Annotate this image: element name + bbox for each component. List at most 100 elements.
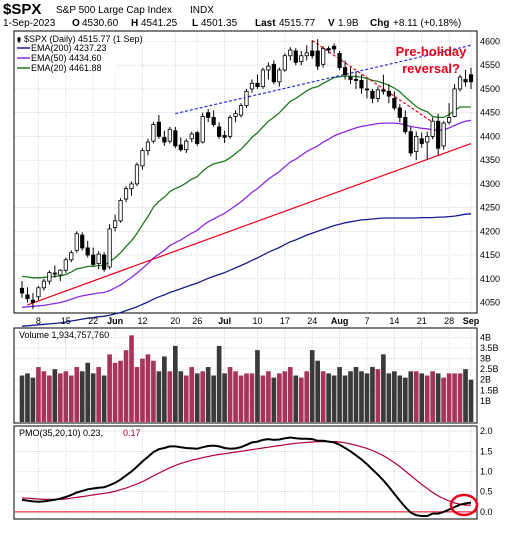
candle-body (222, 135, 227, 138)
price-gridlines (15, 32, 476, 312)
candle-body (123, 188, 129, 200)
volume-bar (320, 371, 326, 422)
volume-bar (162, 356, 167, 422)
volume-bar (468, 379, 474, 422)
candle-body (63, 259, 68, 271)
chart-instrument-name: S&P 500 Large Cap Index (56, 5, 172, 16)
ema20-line (21, 75, 471, 279)
candle-body (348, 76, 353, 80)
candle-body (430, 120, 435, 137)
chart-exchange: INDX (190, 5, 214, 16)
candle-body (359, 80, 364, 89)
ema200-legend-label: EMA(200) 4237.23 (31, 43, 107, 53)
pmo-tick-label: 0.5 (480, 487, 493, 497)
annotation-line-2: reversal? (402, 61, 460, 76)
candle-body (200, 116, 205, 143)
candle-body (260, 69, 266, 87)
price-tick-label: 4350 (480, 155, 500, 165)
candle-body (277, 69, 282, 83)
price-legend-label: $SPX (Daily) 4515.77 (1 Sep) (24, 34, 143, 44)
pmo-tick-label: 1.5 (480, 446, 493, 456)
candle-body (408, 131, 413, 154)
volume-bar (375, 369, 381, 422)
volume-bar (19, 375, 25, 422)
volume-bar (216, 345, 222, 422)
volume-bar (134, 367, 140, 422)
x-tick-label: 7 (364, 316, 369, 326)
volume-bar (282, 371, 288, 422)
candle-body (414, 136, 419, 152)
price-legend-box (16, 33, 116, 74)
volume-bar (446, 373, 452, 422)
price-tick-label: 4400 (480, 131, 500, 141)
candle-body (211, 117, 216, 125)
pmo-panel-signal-value: 0.17 (123, 428, 141, 438)
trendline-red-solid (27, 142, 472, 306)
candle-body (227, 117, 233, 137)
volume-bar (145, 354, 151, 422)
candle-body (375, 89, 381, 99)
candle-body (184, 140, 189, 151)
candle-body (457, 76, 463, 90)
price-tick-label: 4300 (480, 179, 500, 189)
volume-bar (172, 345, 178, 422)
volume-bar (30, 377, 36, 422)
volume-bar (107, 354, 112, 422)
volume-bar (370, 367, 375, 422)
candle-body (364, 88, 370, 91)
volume-bar (413, 371, 419, 422)
x-tick-label: 8 (36, 316, 41, 326)
price-tick-label: 4600 (480, 36, 500, 46)
x-tick-label: 15 (61, 316, 71, 326)
volume-bar (386, 373, 392, 422)
volume-bar (463, 369, 468, 422)
price-tick-label: 4050 (480, 298, 500, 308)
volume-tick-label: 3B (480, 354, 491, 364)
volume-bar (36, 367, 41, 422)
volume-bar (287, 367, 293, 422)
candle-body (25, 294, 30, 300)
volume-bar (178, 371, 184, 422)
volume-bar (326, 373, 331, 422)
pmo-tick-label: 1.0 (480, 466, 493, 476)
volume-bar (298, 377, 304, 422)
candle-body (436, 120, 441, 149)
volume-bar (85, 362, 91, 422)
price-tick-label: 4200 (480, 226, 500, 236)
volume-tick-label: 1B (480, 396, 491, 406)
candle-body (310, 50, 315, 57)
candle-body (397, 107, 402, 118)
candle-body (321, 48, 326, 65)
candle-body (134, 164, 140, 185)
volume-bar (293, 375, 299, 422)
candle-body (332, 45, 337, 50)
ema50-legend-label: EMA(50) 4434.60 (31, 53, 102, 63)
volume-bar (129, 335, 134, 422)
volume-bar (151, 360, 156, 422)
last-label: Last (255, 18, 276, 29)
volume-bar (52, 369, 58, 422)
x-tick-label: 12 (137, 316, 147, 326)
volume-bar (249, 373, 255, 422)
candle-body (304, 52, 309, 57)
candle-body (249, 82, 255, 90)
candle-body (342, 67, 348, 76)
candle-body (238, 105, 244, 116)
volume-bar (397, 375, 403, 422)
price-tick-label: 4150 (480, 250, 500, 260)
volume-bar (255, 350, 260, 422)
volume-bar (47, 375, 52, 422)
candle-body (293, 50, 298, 63)
volume-bar (315, 360, 321, 422)
volume-bar (222, 373, 227, 422)
volume-panel-label: Volume 1,934,757,760 (19, 330, 109, 340)
volume-bar (348, 371, 353, 422)
x-tick-label: 24 (307, 316, 317, 326)
volume-bar (364, 373, 370, 422)
axis-labels-layer: 8 15 22 Jun 12 20 26 Jul 10 17 24 Aug 7 14 21 28 Sep4050… (36, 36, 500, 516)
price-tick-label: 4500 (480, 84, 500, 94)
volume-header-label: V (328, 18, 335, 29)
candle-body (271, 63, 276, 83)
candle-body (80, 234, 85, 249)
